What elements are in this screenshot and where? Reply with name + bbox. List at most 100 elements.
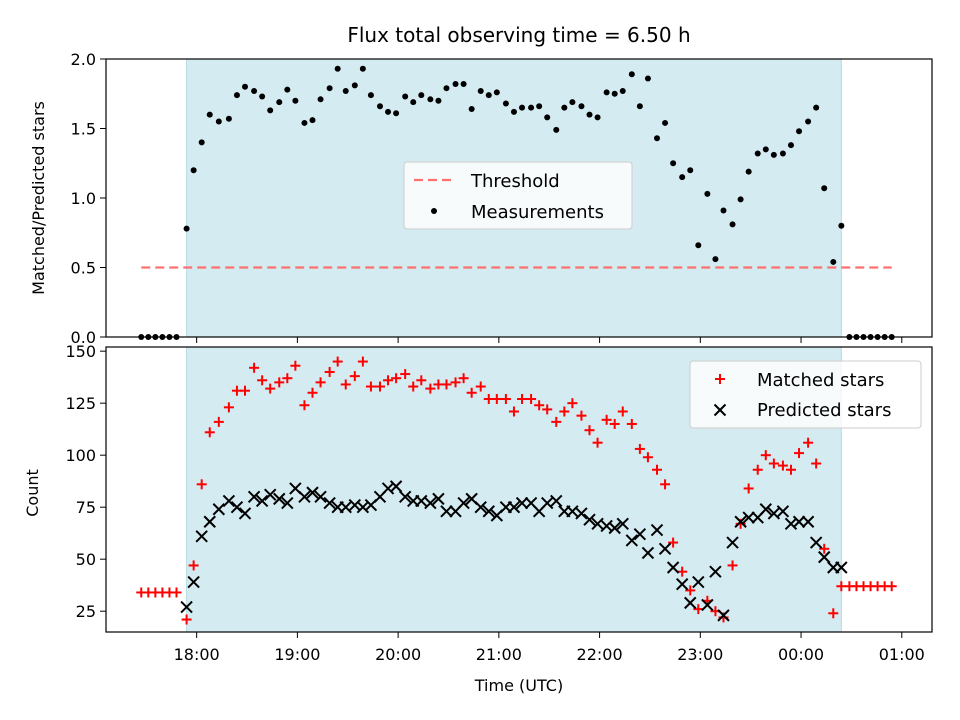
predicted-star-point	[550, 494, 563, 508]
measurement-point	[502, 100, 509, 107]
measurement-point	[468, 106, 475, 113]
matched-star-point	[188, 560, 199, 571]
predicted-star-point	[591, 517, 604, 531]
matched-star-point	[693, 604, 704, 615]
matched-star-point	[374, 381, 385, 392]
matched-star-point	[727, 560, 738, 571]
measurement-point	[561, 104, 568, 111]
measurement-point	[402, 93, 409, 100]
y-tick-label: 50	[76, 550, 96, 569]
x-tick-label: 22:00	[577, 645, 623, 664]
predicted-star-point	[389, 480, 403, 493]
bottom-legend: Matched stars Predicted stars	[689, 360, 922, 429]
matched-star-point	[383, 375, 394, 386]
matched-star-point	[760, 450, 771, 461]
predicted-star-point	[767, 507, 781, 520]
matched-star-point	[652, 464, 663, 475]
measurement-point	[779, 150, 786, 157]
predicted-star-point	[776, 505, 790, 518]
y-tick-label: 0.5	[71, 259, 96, 278]
matched-star-point	[299, 400, 310, 411]
matched-star-point	[634, 443, 645, 454]
measurement-point	[225, 115, 232, 122]
predicted-star-point	[540, 496, 554, 510]
measurement-point	[695, 242, 702, 249]
matched-star-point	[785, 464, 796, 475]
legend-matched-label: Matched stars	[757, 370, 884, 391]
measurement-point	[198, 139, 205, 146]
measurement-point	[770, 151, 777, 158]
measurement-point	[233, 92, 240, 99]
matched-star-point	[441, 379, 452, 390]
measurement-point	[435, 97, 442, 104]
measurement-point	[519, 104, 526, 111]
measurement-point	[443, 85, 450, 92]
predicted-star-point	[440, 505, 453, 518]
measurement-point	[351, 82, 358, 89]
x-tick-label: 21:00	[476, 645, 522, 664]
matched-star-point	[526, 394, 537, 405]
bottom-y-axis-label: Count	[23, 469, 42, 517]
matched-star-point	[181, 614, 192, 625]
matched-star-point	[240, 385, 251, 396]
matched-star-point	[819, 543, 830, 554]
predicted-star-point	[263, 488, 277, 501]
measurement-point	[720, 207, 727, 214]
matched-star-point	[584, 425, 595, 436]
predicted-star-point	[666, 561, 680, 574]
measurement-point	[477, 87, 484, 94]
bottom-panel: 25 50 75 100 125 150 18:00 19:00 20:00 21:00 22:00…	[65, 342, 933, 664]
measurement-point	[284, 86, 291, 93]
matched-star-point	[559, 406, 570, 417]
predicted-star-point	[742, 511, 755, 524]
x-tick-label: 01:00	[879, 645, 925, 664]
measurement-point	[544, 114, 551, 121]
measurement-point	[418, 92, 425, 99]
predicted-star-point	[482, 505, 495, 518]
legend-matched-swatch	[715, 374, 725, 384]
matched-star-point	[290, 360, 301, 371]
predicted-star-point	[247, 490, 261, 503]
matched-star-point	[794, 448, 805, 459]
legend-predicted-label: Predicted stars	[757, 400, 891, 421]
predicted-star-point	[835, 561, 848, 574]
measurement-point	[276, 99, 283, 106]
matched-star-point	[307, 387, 318, 398]
measurement-point	[259, 93, 266, 100]
measurement-point	[190, 167, 197, 174]
predicted-star-point	[566, 505, 579, 518]
matched-star-point	[601, 414, 612, 425]
predicted-star-point	[684, 596, 697, 610]
measurement-point	[309, 117, 316, 124]
top-panel: 0.0 0.5 1.0 1.5 2.0 Threshold Measurements	[71, 50, 933, 347]
predicted-star-point	[339, 500, 352, 514]
predicted-star-point	[633, 528, 647, 541]
matched-star-point	[171, 587, 182, 598]
measurement-point	[704, 190, 711, 197]
measurement-point	[569, 99, 576, 106]
y-tick-label: 0.0	[71, 328, 96, 347]
measurement-point	[712, 256, 719, 263]
y-tick-label: 100	[65, 446, 96, 465]
measurement-point	[813, 104, 820, 111]
measurement-point	[654, 135, 661, 142]
predicted-star-point	[616, 517, 629, 531]
measurement-point	[485, 92, 492, 99]
matched-star-point	[542, 404, 553, 415]
measurement-point	[830, 258, 837, 265]
matched-star-point	[617, 406, 628, 417]
matched-star-point	[508, 406, 519, 417]
legend-measurements-swatch	[431, 208, 437, 214]
measurement-point	[334, 65, 341, 72]
measurement-point	[745, 168, 752, 175]
measurement-point	[611, 90, 618, 97]
measurement-point	[687, 167, 694, 174]
x-tick-label: 18:00	[174, 645, 220, 664]
matched-star-point	[743, 483, 754, 494]
matched-star-point	[425, 383, 436, 394]
measurement-point	[603, 89, 610, 96]
measurement-point	[460, 81, 467, 88]
matched-star-point	[315, 377, 326, 388]
matched-star-point	[491, 394, 502, 405]
predicted-star-point	[298, 490, 311, 503]
